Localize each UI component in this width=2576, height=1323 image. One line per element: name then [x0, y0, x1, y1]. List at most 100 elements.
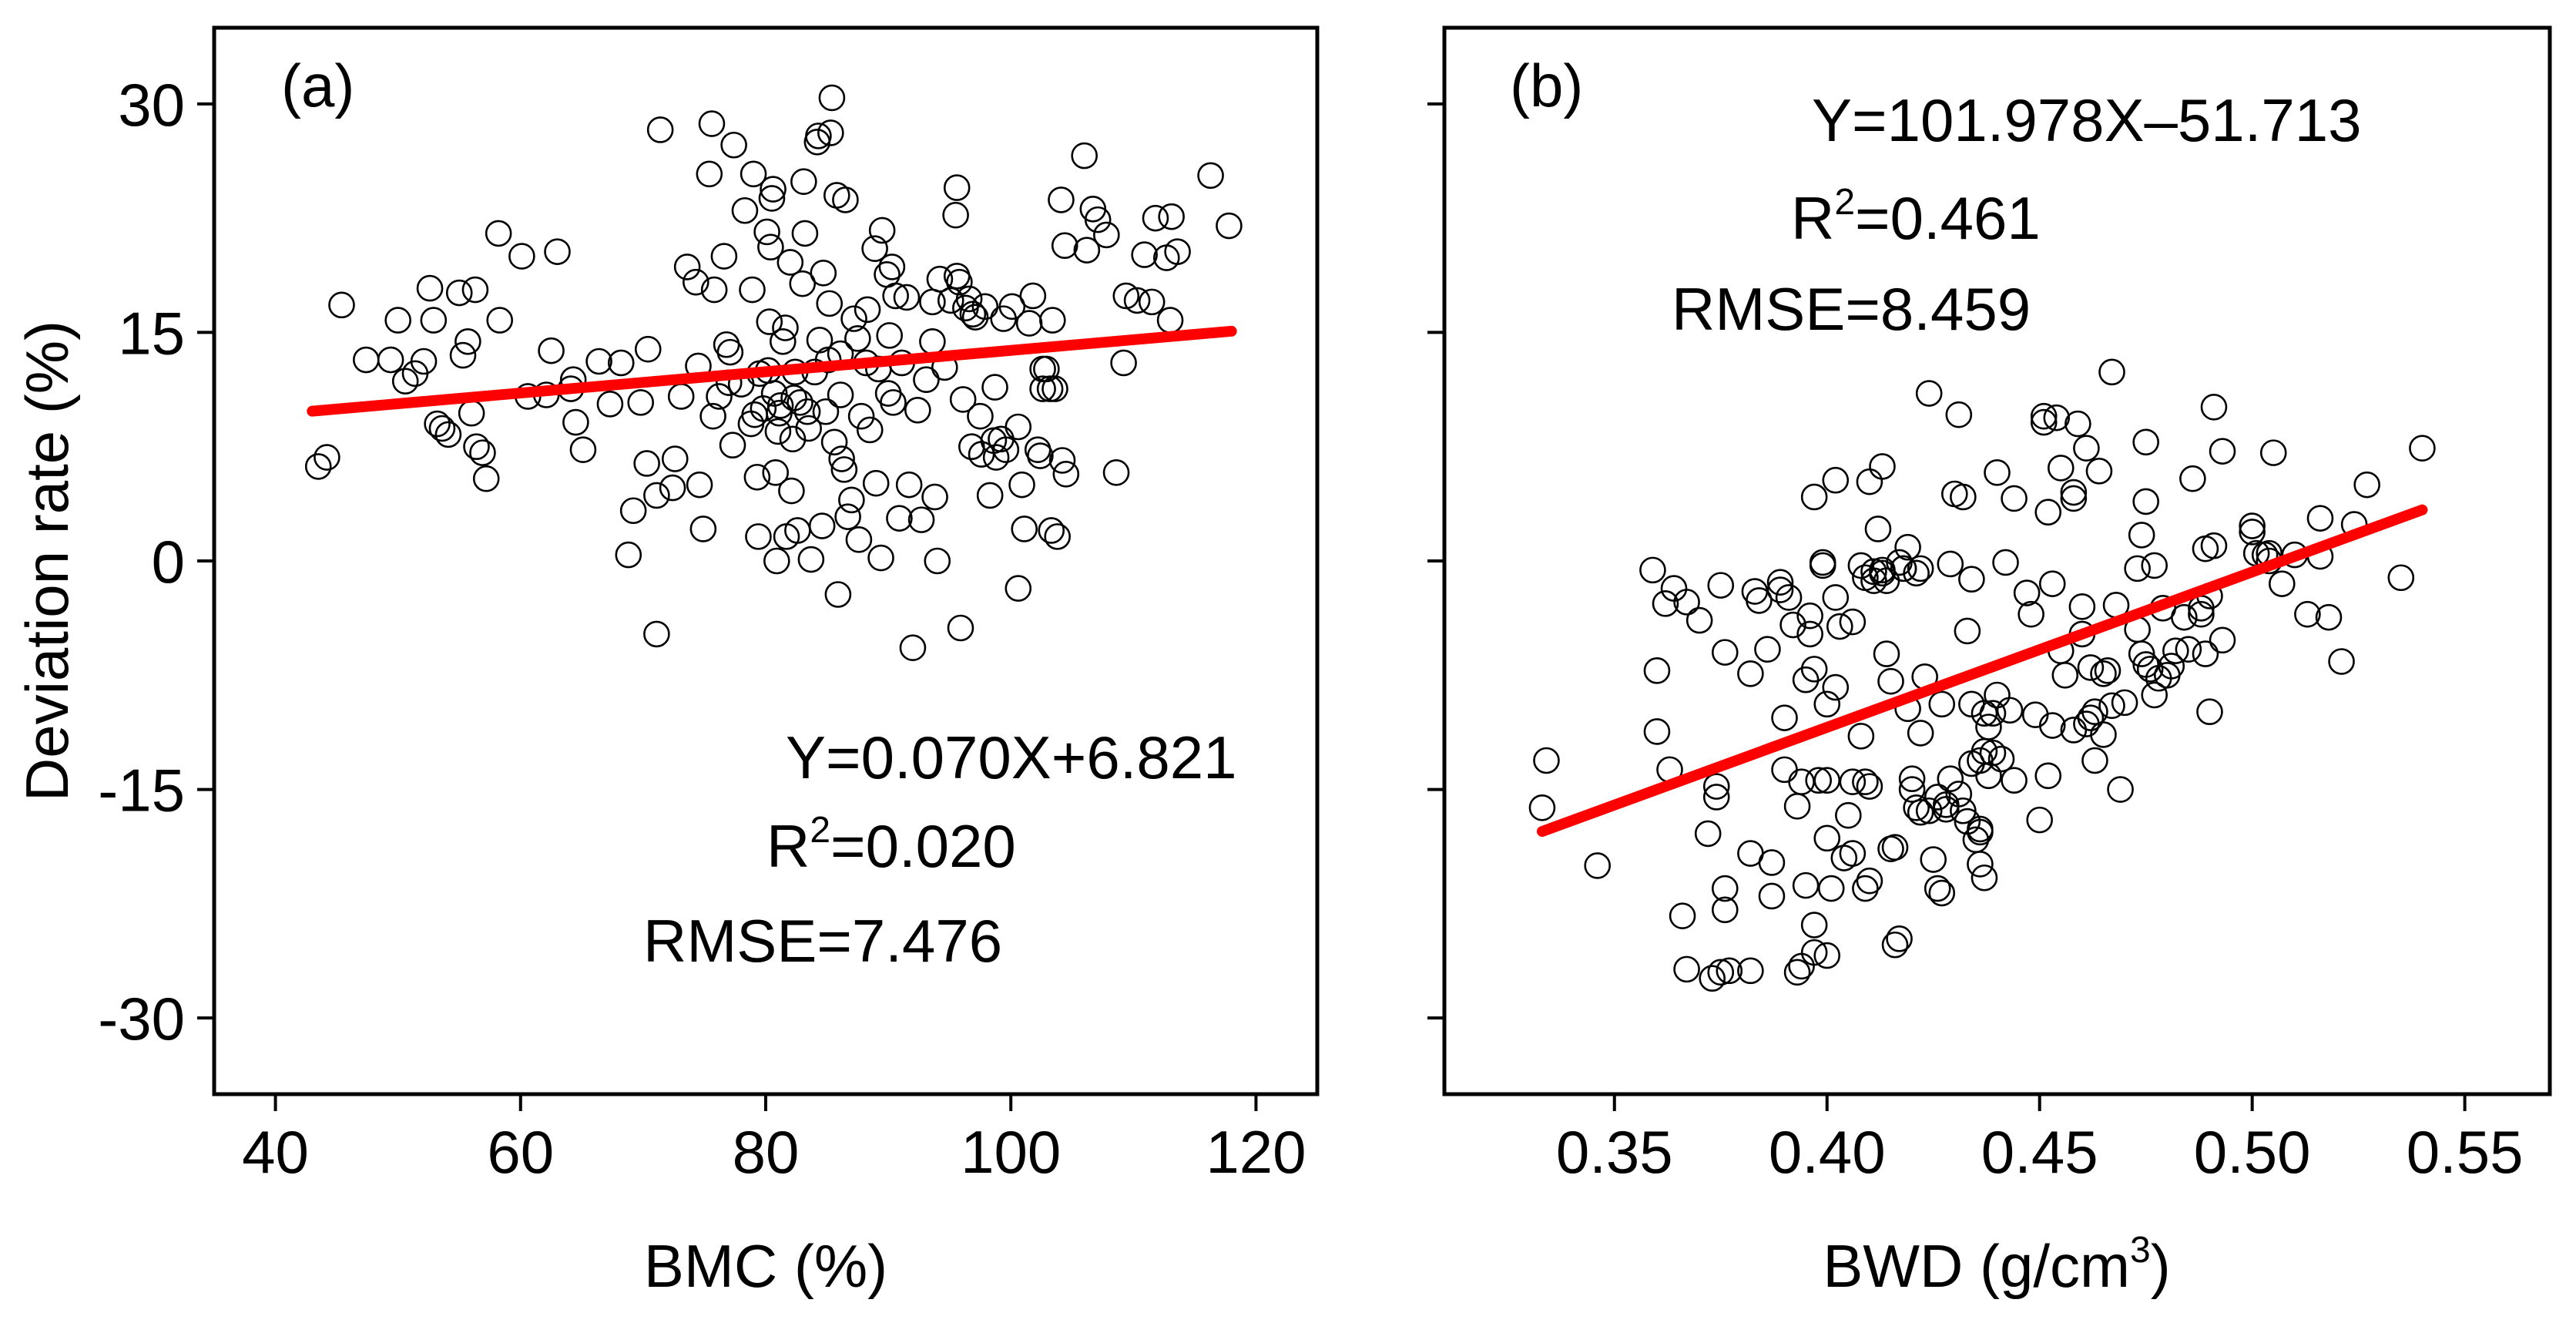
data-point — [731, 196, 759, 224]
data-point — [2124, 555, 2151, 583]
equation-b: Y=101.978X–51.713 — [1812, 86, 2362, 154]
data-point — [1822, 466, 1850, 494]
data-point — [756, 308, 783, 335]
data-point — [1699, 965, 1726, 992]
data-point — [1813, 942, 1841, 969]
data-point — [428, 415, 456, 442]
panel-a: 40 60 80 100 120 30 15 0 -15 -30 (a) Y=0.070X+6.8… — [98, 25, 1320, 1300]
data-point — [661, 445, 689, 472]
data-point — [1852, 875, 1879, 902]
data-point — [1856, 867, 1883, 895]
data-point — [840, 305, 867, 332]
data-point — [1138, 288, 1166, 316]
data-point — [961, 304, 989, 331]
r2-prefix-a: R — [766, 812, 810, 880]
data-point — [741, 401, 768, 428]
r2-value-a: =0.020 — [830, 812, 1016, 880]
data-point — [538, 337, 565, 364]
data-point — [764, 418, 792, 445]
r-squared-a: R2=0.020 — [766, 810, 1016, 880]
r2-value-b: =0.461 — [1855, 184, 2041, 252]
data-point — [2409, 435, 2436, 462]
data-point — [716, 338, 744, 366]
data-point — [2077, 704, 2105, 731]
data-point — [947, 614, 974, 642]
data-point — [1783, 793, 1811, 820]
data-point — [699, 402, 726, 430]
data-point — [1890, 555, 1917, 583]
data-point — [886, 505, 913, 532]
data-point — [1945, 401, 1973, 428]
data-point — [1800, 939, 1828, 966]
data-point — [2239, 512, 2266, 539]
regression-line-a — [307, 325, 1237, 417]
data-point — [766, 399, 793, 427]
x-tick-label-a: 100 — [961, 1118, 1061, 1186]
data-point — [791, 220, 819, 247]
data-point — [463, 433, 490, 461]
data-point — [2141, 552, 2168, 579]
r2-sup-b: 2 — [1834, 182, 1855, 223]
data-point — [1584, 852, 1611, 879]
data-point — [710, 243, 738, 270]
data-point — [1869, 556, 1896, 584]
data-point — [1796, 620, 1823, 648]
data-point — [1110, 349, 1137, 377]
data-point — [384, 307, 411, 334]
r-squared-b: R2=0.461 — [1791, 182, 2041, 252]
data-point — [1669, 902, 1696, 929]
data-point — [1038, 517, 1065, 544]
data-point — [1754, 636, 1781, 663]
data-point — [2175, 636, 2202, 663]
data-point — [1048, 447, 1076, 474]
data-point — [1886, 925, 1913, 952]
data-point — [867, 544, 894, 572]
data-point — [1835, 801, 1862, 829]
data-point — [2034, 499, 2062, 526]
data-point — [1869, 453, 1896, 480]
data-point — [998, 293, 1026, 321]
points-b — [1528, 358, 2436, 992]
data-point — [1073, 237, 1101, 264]
y-tick-label-a: 15 — [118, 299, 185, 367]
x-tick-label-b: 0.35 — [1556, 1118, 1673, 1186]
data-point — [2179, 465, 2206, 492]
data-point — [2192, 640, 2219, 667]
data-point — [818, 84, 846, 112]
data-point — [2026, 806, 2053, 834]
data-point — [1856, 773, 1883, 800]
data-point — [472, 465, 500, 492]
data-point — [810, 260, 837, 287]
data-point — [1711, 875, 1739, 902]
data-point — [787, 389, 813, 416]
y-tick-label-a: 0 — [152, 528, 185, 596]
data-point — [1142, 204, 1169, 232]
data-point — [562, 408, 589, 436]
data-point — [352, 346, 380, 374]
data-point — [921, 483, 948, 511]
y-tick-label-a: -30 — [98, 985, 185, 1053]
data-point — [720, 131, 747, 159]
data-point — [2259, 439, 2287, 466]
data-point — [838, 486, 865, 514]
data-point — [854, 296, 881, 324]
data-point — [1005, 575, 1032, 602]
x-tick-label-b: 0.50 — [2194, 1118, 2311, 1186]
y-axis-label: Deviation rate (%) — [13, 321, 81, 801]
data-point — [2141, 681, 2168, 709]
data-point — [627, 389, 655, 416]
data-point — [2090, 721, 2117, 748]
points-a — [304, 84, 1243, 661]
data-point — [643, 482, 670, 509]
data-point — [596, 391, 624, 418]
data-point — [1984, 681, 2011, 709]
data-point — [314, 444, 340, 471]
data-point — [2171, 603, 2198, 631]
data-point — [1817, 875, 1845, 902]
x-tick-label-b: 0.45 — [1981, 1118, 2098, 1186]
data-point — [926, 265, 954, 293]
data-point — [1084, 206, 1112, 233]
data-point — [1737, 957, 1764, 985]
panel-b: 0.35 0.40 0.45 0.50 0.55 (b) Y=101.978X–51.7… — [1427, 25, 2552, 1300]
data-point — [2021, 701, 2049, 728]
